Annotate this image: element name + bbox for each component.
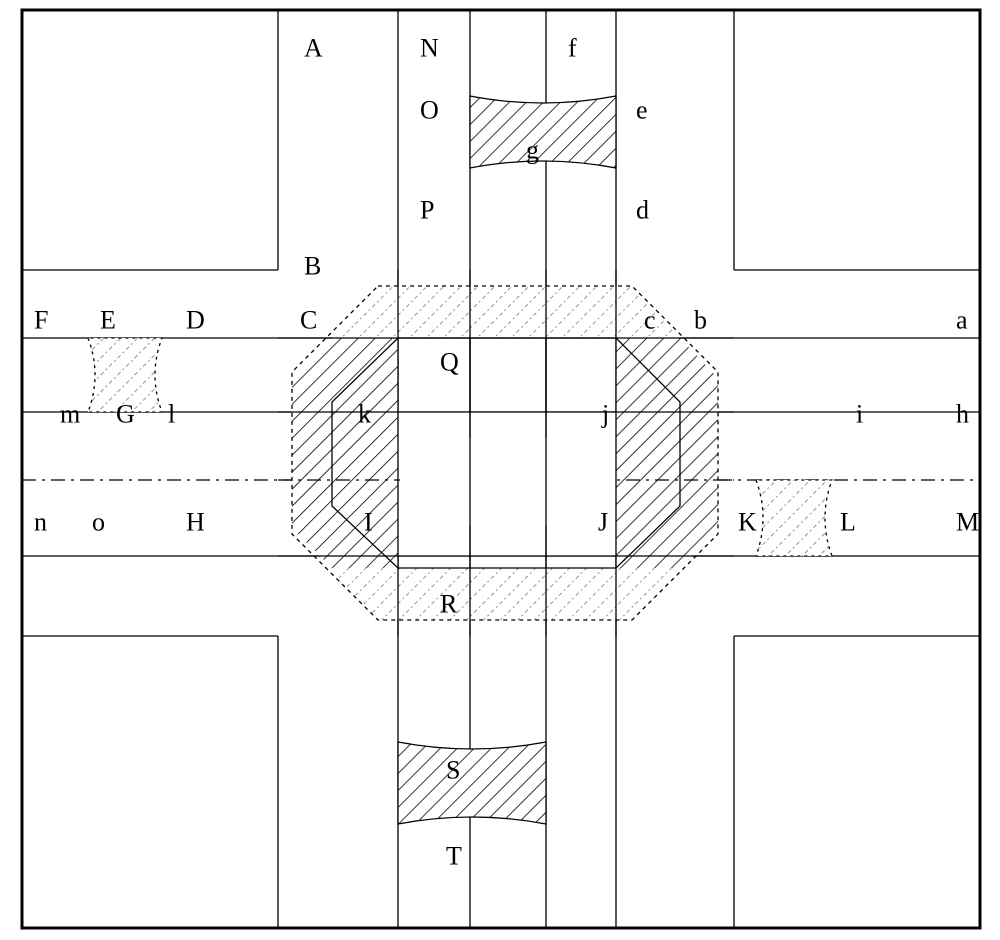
label-I: I [364,507,373,536]
label-L: L [840,507,856,536]
label-D: D [186,305,205,334]
octagon-bottom-band [332,568,680,620]
crosswalk [756,480,832,556]
crosswalk [398,742,546,824]
label-B: B [304,251,321,280]
label-k: k [358,399,371,428]
label-b: b [694,305,707,334]
octagon-top-band [332,286,680,338]
label-H: H [186,507,205,536]
label-m: m [60,399,80,428]
label-K: K [738,507,757,536]
label-h: h [956,399,969,428]
intersection-diagram: A Nf Oe g Pd B F E D Cc b a Qm Gl k j i h n o H I J K L M R S T [0,0,1000,940]
label-G: G [116,399,135,428]
label-Q: Q [440,347,459,376]
label-O: O [420,95,439,124]
octagon-right-band [616,338,718,568]
octagon-left-band [292,338,398,568]
label-M: M [956,507,979,536]
label-T: T [446,841,462,870]
label-F: F [34,305,48,334]
label-A: A [304,33,323,62]
label-E: E [100,305,116,334]
label-i: i [856,399,863,428]
label-e: e [636,95,648,124]
label-N: N [420,33,439,62]
label-a: a [956,305,968,334]
label-J: J [598,507,608,536]
label-f: f [568,33,577,62]
label-n: n [34,507,47,536]
label-j: j [601,399,609,428]
label-C: C [300,305,317,334]
crosswalk [470,96,616,168]
label-g: g [526,135,539,164]
label-S: S [446,755,460,784]
label-P: P [420,195,434,224]
label-d: d [636,195,649,224]
label-o: o [92,507,105,536]
label-l: l [168,399,175,428]
label-c: c [644,305,656,334]
label-R: R [440,589,458,618]
